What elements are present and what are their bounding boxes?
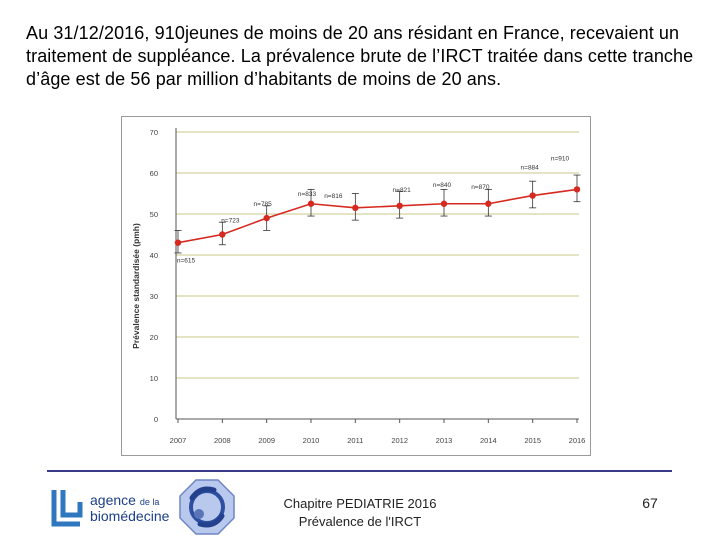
logo-text-line1: agence de la [90, 492, 159, 508]
x-tick-label-2015: 2015 [524, 436, 541, 445]
data-labels: n=615 n=723 n=785 n=833 n=816 n=821 n=840 n=870… [177, 155, 570, 264]
data-point-2011 [352, 204, 359, 212]
data-point-2013 [440, 200, 448, 207]
y-tick-label-10: 10 [150, 374, 158, 383]
data-point-2007 [174, 239, 182, 246]
series-line-layer [177, 188, 578, 244]
data-label-2012: n=821 [393, 187, 412, 194]
footer-chapter-block: Chapitre PEDIATRIE 2016 Prévalence de l'… [260, 495, 460, 531]
data-point-2014 [485, 200, 492, 207]
footer-rule [47, 470, 672, 472]
x-tick-label-2010: 2010 [303, 436, 320, 445]
data-point-2008 [219, 231, 226, 238]
data-label-2013: n=840 [433, 182, 452, 189]
data-label-2011: n=816 [324, 193, 343, 200]
data-point-2015 [529, 192, 536, 199]
data-label-2014: n=870 [471, 184, 490, 191]
tick-labels: 0 10 20 30 40 50 60 70 2007 2008 2009 2010 2011 2012 2… [150, 128, 586, 445]
series-line [177, 188, 578, 244]
x-tick-label-2007: 2007 [170, 436, 187, 445]
footer-chapter: Chapitre PEDIATRIE 2016 [283, 496, 437, 511]
y-tick-label-50: 50 [150, 210, 158, 219]
agence-logo-mark-icon [51, 490, 83, 527]
x-tick-label-2014: 2014 [480, 436, 497, 445]
data-point-2012 [396, 202, 403, 209]
agence-biomedecine-logo: agence de la biomédecine [50, 484, 180, 532]
axes [175, 128, 579, 423]
data-label-2016: n=910 [551, 155, 570, 162]
y-tick-label-20: 20 [150, 333, 158, 342]
x-tick-label-2009: 2009 [258, 436, 275, 445]
y-axis-title: Prévalence standardisée (pmh) [131, 223, 141, 349]
data-point-2009 [263, 214, 270, 222]
y-tick-label-30: 30 [150, 292, 158, 301]
x-tick-label-2016: 2016 [569, 436, 586, 445]
data-label-2009: n=785 [254, 201, 273, 208]
x-tick-label-2011: 2011 [347, 436, 363, 445]
data-point-2016 [573, 186, 581, 193]
data-label-2015: n=884 [521, 165, 540, 172]
logo-word-dela: de la [139, 497, 160, 507]
data-point-2010 [307, 200, 315, 207]
y-tick-label-60: 60 [150, 169, 158, 178]
y-tick-label-40: 40 [150, 251, 158, 260]
prevalence-line-chart: 0 10 20 30 40 50 60 70 2007 2008 2009 2010 2011 2012 2… [131, 128, 586, 445]
data-label-2010: n=833 [298, 191, 317, 198]
logo-word-agence: agence [90, 492, 136, 508]
x-tick-label-2008: 2008 [214, 436, 231, 445]
page-number: 67 [642, 495, 658, 511]
logo-text-line2: biomédecine [90, 508, 170, 524]
y-tick-label-70: 70 [150, 128, 158, 137]
grid-lines [176, 131, 579, 420]
pediatrie-emblem-icon [179, 479, 235, 535]
error-bars [174, 174, 581, 254]
x-tick-label-2013: 2013 [436, 436, 453, 445]
slide-headline: Au 31/12/2016, 910jeunes de moins de 20 … [26, 23, 694, 89]
footer-subtitle: Prévalence de l'IRCT [298, 514, 422, 529]
y-tick-label-0: 0 [154, 415, 158, 424]
x-tick-label-2012: 2012 [391, 436, 408, 445]
data-points [174, 186, 581, 246]
data-label-2007: n=615 [177, 258, 196, 265]
data-label-2008: n=723 [221, 218, 240, 225]
